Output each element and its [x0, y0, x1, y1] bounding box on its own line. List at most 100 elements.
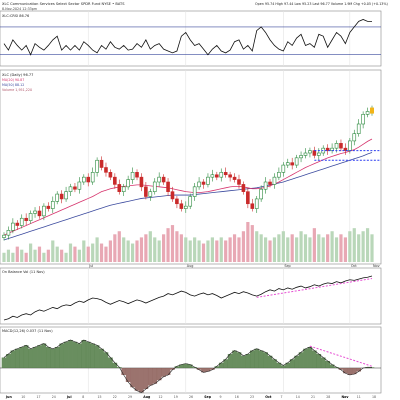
- volume-bar: [365, 228, 370, 262]
- candle-body: [59, 193, 64, 200]
- volume-legend: Volume 1,951,220: [2, 88, 32, 92]
- ma1-legend: MA(20) 90.87: [2, 78, 24, 82]
- volume-bar: [20, 249, 24, 262]
- volume-bar: [228, 237, 232, 262]
- macd-bar: [81, 340, 87, 368]
- candle-body: [343, 147, 348, 151]
- candle-body: [104, 167, 108, 173]
- volume-bar: [277, 234, 281, 262]
- volume-bar: [326, 234, 330, 262]
- candle-body: [272, 176, 277, 185]
- month-tick-label: Nov: [373, 264, 380, 268]
- volume-bar: [268, 240, 272, 262]
- candle-body: [108, 172, 113, 178]
- macd-bar: [218, 362, 224, 368]
- rsi-line: [3, 19, 372, 56]
- candle-body: [82, 176, 86, 183]
- volume-bar: [290, 234, 294, 262]
- macd-bar: [285, 362, 291, 368]
- volume-bar: [357, 234, 361, 262]
- macd-bar: [112, 362, 118, 368]
- candle-body: [290, 162, 294, 166]
- volume-bar: [206, 240, 210, 262]
- candle-body: [277, 172, 281, 178]
- bottom-tick-label: Oct: [265, 395, 272, 399]
- volume-bar: [170, 225, 175, 262]
- macd-bar: [320, 357, 326, 368]
- macd-bar: [281, 365, 286, 368]
- volume-bar: [46, 249, 50, 262]
- candle-body: [46, 205, 51, 209]
- bottom-tick-label: 19: [174, 395, 178, 399]
- volume-bar: [113, 234, 117, 262]
- macd-bar: [187, 364, 193, 368]
- rsi-panel-frame: [0, 10, 382, 67]
- candle-body: [95, 159, 99, 173]
- volume-bar: [153, 237, 157, 262]
- volume-bar: [193, 237, 197, 262]
- macd-bar: [236, 352, 242, 368]
- macd-bar: [325, 361, 330, 368]
- volume-bar: [91, 243, 95, 262]
- obv-line: [3, 275, 373, 321]
- macd-bar: [121, 368, 127, 375]
- macd-bar: [347, 368, 353, 375]
- volume-bar: [108, 240, 113, 262]
- volume-bar: [148, 231, 152, 262]
- rsi-panel-label: XLC:CRSI 86.76: [2, 14, 29, 18]
- candle-body: [15, 222, 20, 226]
- candle-body: [246, 191, 250, 205]
- macd-bar: [77, 343, 82, 368]
- macd-bar: [183, 363, 189, 368]
- macd-bar: [298, 352, 304, 368]
- volume-bar: [139, 237, 144, 262]
- macd-bar: [14, 348, 20, 368]
- latest-candle-highlight: [370, 107, 374, 114]
- macd-bar: [232, 350, 237, 368]
- macd-bar: [147, 368, 153, 386]
- candle-body: [152, 181, 157, 192]
- macd-bar: [28, 348, 33, 368]
- candle-body: [188, 196, 193, 207]
- macd-bar: [54, 347, 60, 368]
- ma20-line: [3, 138, 373, 236]
- macd-bar: [174, 366, 180, 368]
- volume-bar: [42, 252, 46, 262]
- macd-bar: [263, 352, 268, 368]
- volume-bar: [157, 240, 161, 262]
- moving-averages-group: [3, 138, 373, 241]
- candle-body: [99, 159, 104, 168]
- volume-bar: [144, 234, 148, 262]
- candle-body: [316, 152, 321, 156]
- bottom-tick-label: 9: [220, 395, 222, 399]
- macd-bar: [125, 368, 131, 382]
- macd-bar: [59, 343, 64, 368]
- volume-bar: [246, 222, 250, 262]
- volume-bar: [126, 240, 130, 262]
- volume-bar: [334, 237, 339, 262]
- macd-bar: [338, 368, 344, 370]
- volume-bar: [33, 249, 37, 262]
- bottom-tick-label: 28: [326, 395, 330, 399]
- candle-body: [241, 184, 246, 192]
- volume-bar: [60, 249, 64, 262]
- volume-bar: [272, 237, 277, 262]
- macd-bar: [245, 354, 251, 368]
- macd-bar: [134, 368, 140, 391]
- candle-body: [68, 186, 73, 192]
- candle-body: [334, 143, 339, 149]
- macd-bar: [108, 357, 113, 368]
- candle-body: [73, 186, 77, 190]
- candle-body: [113, 176, 117, 185]
- rsi-line-group: [0, 19, 381, 56]
- candle-body: [64, 191, 68, 200]
- volume-bar: [2, 252, 6, 262]
- candle-body: [77, 181, 82, 190]
- candle-body: [50, 201, 55, 209]
- volume-bar: [219, 237, 223, 262]
- macd-line: [3, 339, 373, 393]
- macd-bar: [156, 368, 162, 381]
- macd-bar: [179, 364, 184, 368]
- candle-body: [197, 181, 201, 188]
